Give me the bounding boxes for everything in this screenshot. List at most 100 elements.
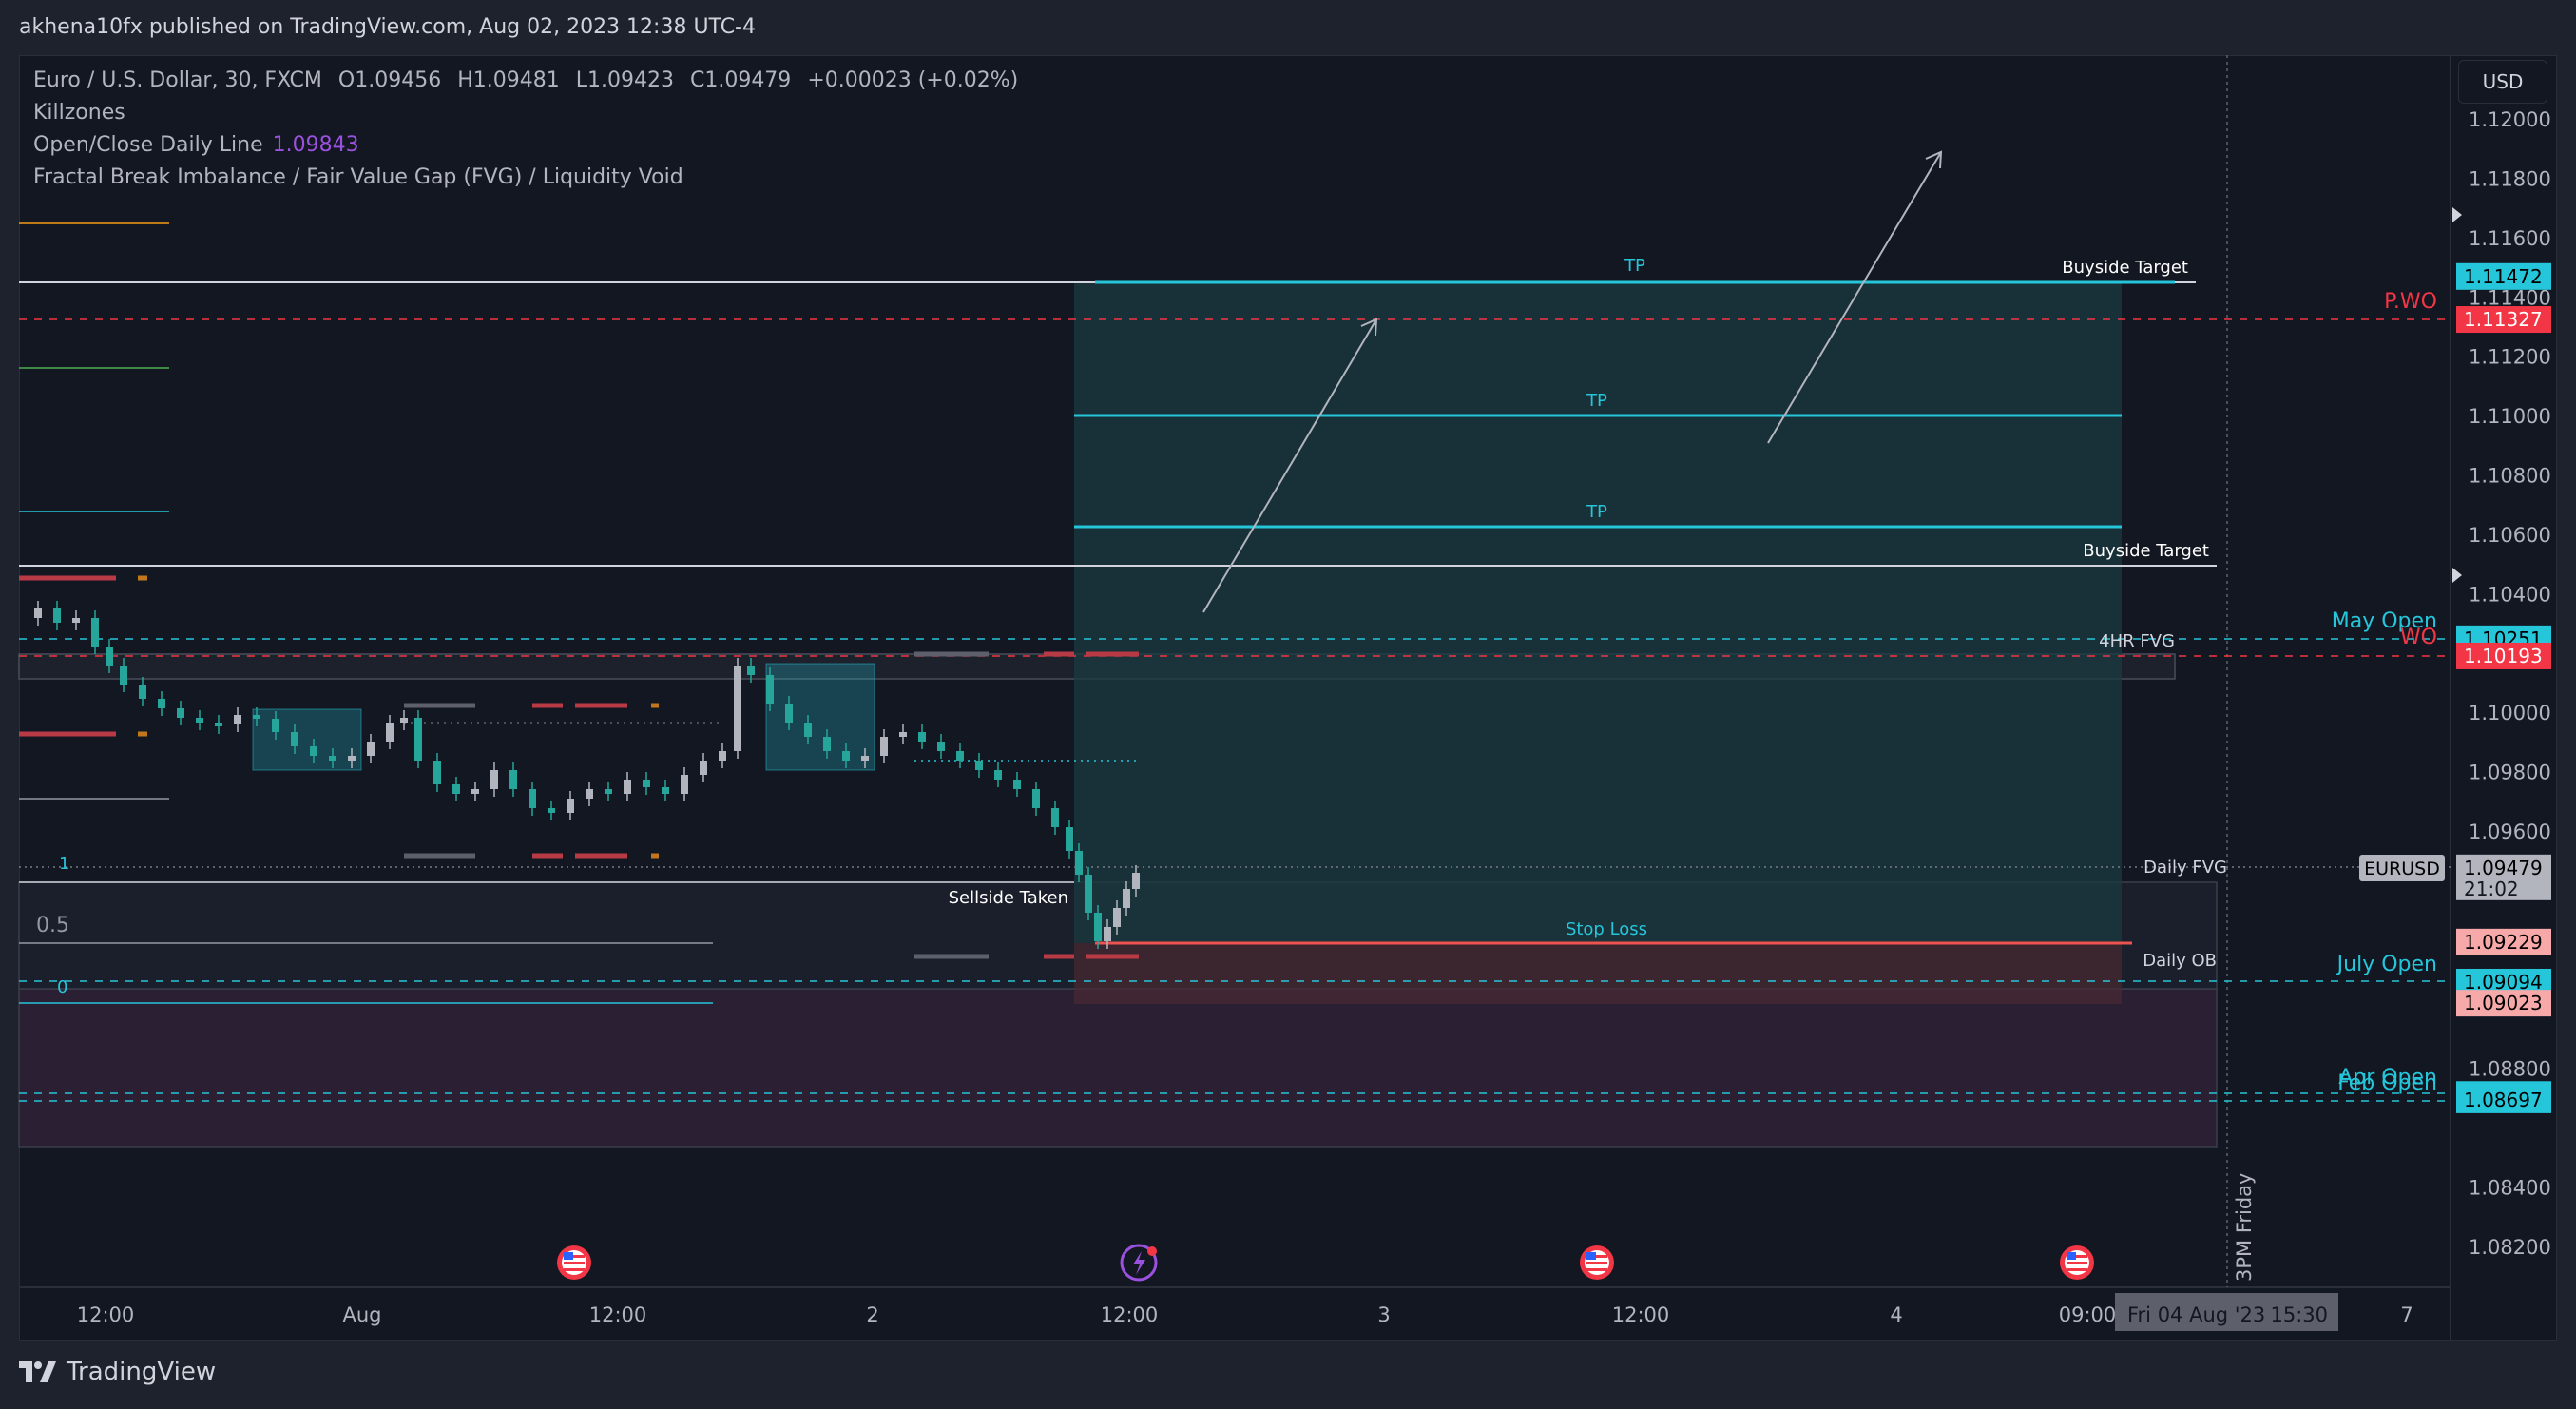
brand-name: TradingView (67, 1358, 217, 1386)
candle-body (880, 737, 888, 756)
price-tick-9: 1.10000 (2469, 702, 2551, 724)
fib-1-label: 1 (59, 854, 69, 874)
projection-arrow-1 (1202, 318, 1377, 613)
scroll-right-icon[interactable] (2452, 207, 2462, 222)
candle-body (1013, 780, 1021, 789)
chart-legend: Euro / U.S. Dollar, 30, FXCM O1.09456 H1… (33, 65, 1028, 194)
time-tick-2: 12:00 (589, 1303, 647, 1326)
price-tag-bg-5 (2456, 928, 2551, 955)
symbol-name: Euro / U.S. Dollar, 30, FXCM (33, 68, 322, 92)
candle-body (586, 789, 593, 799)
candle-body (1066, 827, 1073, 851)
sellside-label: Sellside Taken (949, 888, 1068, 908)
us-flag-icon[interactable] (2060, 1245, 2094, 1280)
price-tick-6: 1.10800 (2469, 465, 2551, 488)
candle-body (1032, 789, 1040, 808)
indicator-open-close-value: 1.09843 (272, 133, 359, 157)
candle-body (367, 742, 375, 756)
publish-header: akhena10fx published on TradingView.com,… (19, 15, 756, 39)
candle-body (72, 618, 80, 623)
apr-open-label: Apr Open (2338, 1066, 2437, 1090)
session-dashes (19, 575, 1139, 959)
wo-label: WO (2400, 626, 2437, 649)
killzone-box (252, 708, 362, 771)
us-flag-icon[interactable] (1580, 1245, 1614, 1280)
candle-body (1132, 873, 1140, 889)
time-tick-8: 09:00 (2059, 1303, 2117, 1326)
symbol-row[interactable]: Euro / U.S. Dollar, 30, FXCM O1.09456 H1… (33, 65, 1028, 97)
candle-body (1104, 927, 1111, 941)
candle-body (823, 737, 831, 751)
close-value: C1.09479 (689, 68, 792, 92)
friday-vertical-label: 3PM Friday (2233, 1173, 2256, 1282)
arrow-head-2 (1925, 150, 1943, 169)
may-open-label: May Open (2332, 609, 2437, 633)
indicator-killzones[interactable]: Killzones (33, 101, 125, 125)
price-tag-6: 1.09094 (2464, 971, 2543, 994)
loss-zone (1074, 943, 2122, 1004)
tp-label-3: TP (1586, 502, 1607, 522)
time-tick-0: 12:00 (77, 1303, 135, 1326)
candle-body (1075, 851, 1083, 875)
candle-body (386, 723, 394, 742)
price-tag-sub-4: 21:02 (2464, 878, 2519, 900)
candle-body (414, 718, 422, 761)
candle-body (1094, 913, 1102, 941)
candle-body (400, 718, 408, 723)
price-tag-1: 1.11327 (2464, 308, 2543, 331)
time-cursor-bg (2115, 1293, 2338, 1331)
candle-body (310, 746, 317, 756)
projection-arrows (1202, 150, 1943, 613)
price-tag-4: 1.09479 (2464, 857, 2543, 879)
candle-body (956, 751, 964, 761)
candle-body (605, 789, 612, 794)
tradingview-logo-icon (19, 1361, 56, 1382)
candle-body (785, 704, 793, 723)
tp-label-1: TP (1624, 256, 1645, 276)
price-tag-0: 1.11472 (2464, 265, 2543, 288)
currency-button[interactable]: USD (2458, 60, 2547, 104)
price-tick-2: 1.11600 (2469, 227, 2551, 250)
candle-body (1113, 908, 1121, 927)
price-tick-3: 1.11400 (2469, 286, 2551, 309)
candle-body (1123, 889, 1130, 908)
candle-body (291, 732, 298, 746)
scroll-right-icon[interactable] (2452, 568, 2462, 583)
candle-body (662, 787, 669, 794)
us-flag-icon[interactable] (557, 1245, 591, 1280)
buyside-label-2: Buyside Target (2083, 541, 2209, 561)
stop-loss-label: Stop Loss (1566, 919, 1647, 939)
candle-body (272, 719, 279, 732)
price-tag-9: 1.08697 (2464, 1089, 2543, 1111)
indicator-fvg[interactable]: Fractal Break Imbalance / Fair Value Gap… (33, 165, 683, 189)
lower-zone-box (18, 988, 2218, 1148)
candle-body (861, 756, 869, 761)
candle-body (158, 699, 165, 708)
candle-body (348, 756, 356, 761)
candle-body (567, 799, 574, 813)
candle-body (91, 618, 99, 647)
tradingview-logo[interactable]: TradingView (19, 1358, 216, 1386)
feb-open-label: Feb Open (2337, 1071, 2437, 1095)
flash-icon[interactable] (1120, 1244, 1158, 1282)
time-tick-7: 4 (1890, 1303, 1902, 1326)
candle-body (53, 608, 61, 623)
price-tag-bg-1 (2456, 306, 2551, 334)
price-tag-3: 1.10193 (2464, 645, 2543, 667)
price-tick-14: 1.08200 (2469, 1236, 2551, 1259)
open-value: O1.09456 (337, 68, 442, 92)
candle-body (329, 756, 336, 761)
high-value: H1.09481 (457, 68, 560, 92)
price-tick-13: 1.08400 (2469, 1177, 2551, 1200)
candle-body (196, 718, 203, 723)
fib-0-label: 0 (57, 977, 67, 997)
indicator-open-close[interactable]: Open/Close Daily Line 1.09843 (33, 129, 1028, 162)
price-tag-bg-4 (2456, 854, 2551, 900)
candle-body (975, 761, 983, 770)
price-tick-7: 1.10600 (2469, 524, 2551, 547)
candle-body (643, 780, 650, 787)
candle-body (433, 761, 441, 784)
candle-body (34, 608, 42, 618)
time-tick-1: Aug (342, 1303, 381, 1326)
